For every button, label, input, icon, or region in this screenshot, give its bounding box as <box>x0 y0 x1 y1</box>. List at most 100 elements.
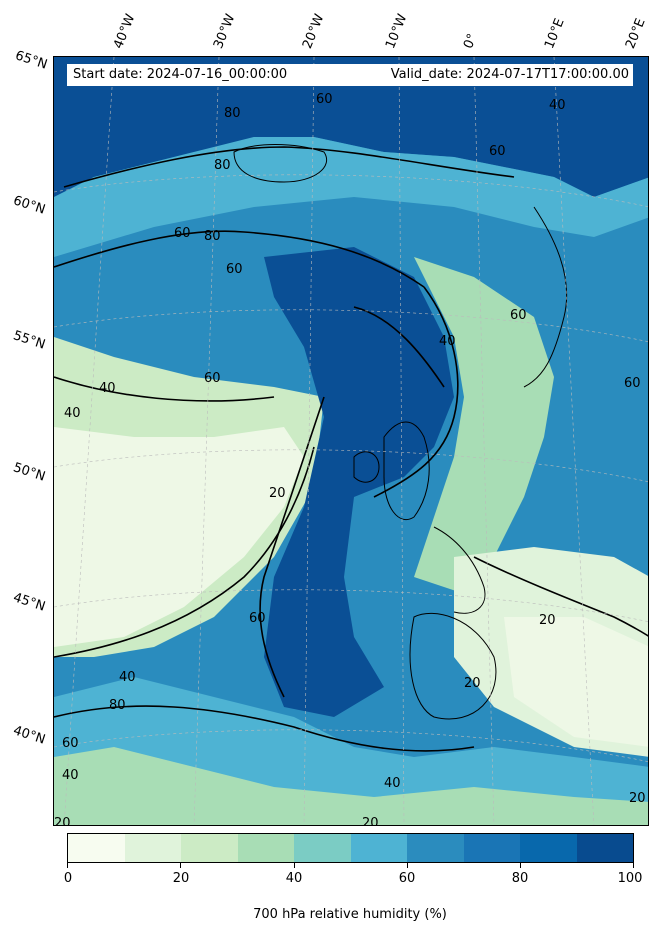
contour-label: 60 <box>624 376 641 391</box>
contour-label: 60 <box>316 92 333 107</box>
contour-label: 80 <box>204 229 221 244</box>
contour-label: 80 <box>214 158 231 173</box>
contour-label: 20 <box>269 486 286 501</box>
humidity-map: 80 60 40 80 60 60 80 60 40 40 60 20 60 4… <box>54 57 648 826</box>
contour-label: 80 <box>224 106 241 121</box>
field-saturated-north <box>54 57 648 197</box>
graticule <box>54 57 648 825</box>
contour-line <box>54 705 475 752</box>
lon-label: 10°E <box>542 16 568 51</box>
contour-label-group: 80 60 40 80 60 60 80 60 40 40 60 20 60 4… <box>54 92 646 826</box>
contour-label: 60 <box>226 262 243 277</box>
colorbar-segment <box>237 834 294 862</box>
lon-label: 0° <box>461 31 481 51</box>
field-very-dry-southeast <box>504 617 648 747</box>
graticule-line <box>54 309 648 342</box>
coastline-ireland <box>353 451 380 483</box>
valid-date-label: Valid_date: 2024-07-17T17:00:00.00 <box>390 67 629 82</box>
lon-label: 20°E <box>623 16 649 51</box>
lat-label: 40°N <box>11 723 48 748</box>
graticule-line <box>54 589 648 622</box>
colorbar-segment <box>124 834 181 862</box>
contour-line <box>54 446 315 658</box>
field-dry-south <box>54 747 648 825</box>
colorbar-tickmark <box>520 863 521 868</box>
contour-line <box>259 396 325 698</box>
field-saturated-central <box>264 247 454 717</box>
graticule-line <box>473 57 495 825</box>
coastline-scandinavia <box>523 206 568 388</box>
contour-line <box>473 556 648 637</box>
contour-label: 80 <box>109 698 126 713</box>
contour-label: 40 <box>439 334 456 349</box>
contour-label: 40 <box>62 768 79 783</box>
colorbar-tickmark <box>180 863 181 868</box>
coastline-france <box>433 526 486 614</box>
graticule-line <box>303 57 315 825</box>
colorbar-segment <box>407 834 464 862</box>
colorbar-segment <box>463 834 520 862</box>
contour-label: 20 <box>539 613 556 628</box>
lat-label: 65°N <box>13 48 50 73</box>
lat-label: 55°N <box>11 328 48 353</box>
graticule-line <box>54 174 648 207</box>
graticule-line <box>193 57 220 825</box>
lat-label: 45°N <box>11 590 48 615</box>
colorbar-segment <box>181 834 238 862</box>
colorbar-tickmark <box>67 863 68 868</box>
colorbar-segment <box>350 834 407 862</box>
lon-label: 40°W <box>111 12 139 51</box>
contour-line <box>63 146 515 188</box>
graticule-line <box>553 57 595 825</box>
colorbar-tick-label: 100 <box>617 871 643 886</box>
colorbar-tickmark <box>407 863 408 868</box>
lon-label: 30°W <box>211 12 239 51</box>
field-dry-east <box>414 257 554 597</box>
contour-line <box>54 376 275 402</box>
colorbar-tick-label: 60 <box>398 871 416 886</box>
contour-label: 60 <box>510 308 527 323</box>
contour-label: 20 <box>362 816 379 826</box>
colorbar-segment <box>68 834 125 862</box>
contour-line <box>373 286 459 498</box>
graticule-line <box>63 57 115 825</box>
contour-line <box>54 230 425 288</box>
contour-label: 20 <box>629 791 646 806</box>
map-frame: 80 60 40 80 60 60 80 60 40 40 60 20 60 4… <box>53 56 649 826</box>
contour-label: 20 <box>464 676 481 691</box>
contour-label: 40 <box>384 776 401 791</box>
field-very-dry-west <box>54 427 304 647</box>
colorbar-tick-label: 20 <box>172 871 190 886</box>
header-bar: Start date: 2024-07-16_00:00:00 Valid_da… <box>67 64 633 86</box>
colorbar-segment <box>294 834 351 862</box>
coastline-uk <box>383 421 430 520</box>
graticule-line <box>54 729 648 762</box>
lon-label: 10°W <box>383 12 411 51</box>
colorbar-tick-label: 40 <box>285 871 303 886</box>
coastline-iceland <box>233 144 327 183</box>
colorbar-tickmark <box>294 863 295 868</box>
contour-label: 60 <box>174 226 191 241</box>
colorbar-tick-label: 0 <box>63 871 73 886</box>
contour-label: 40 <box>549 98 566 113</box>
graticule-line <box>398 57 405 825</box>
contour-label: 60 <box>489 144 506 159</box>
contour-label: 40 <box>119 670 136 685</box>
coastline-iberia <box>409 612 497 720</box>
start-date-label: Start date: 2024-07-16_00:00:00 <box>73 67 288 82</box>
field-moist-band <box>54 137 648 257</box>
contour-label: 60 <box>249 611 266 626</box>
colorbar-segment <box>520 834 577 862</box>
contour-label: 60 <box>62 736 79 751</box>
colorbar-segment <box>576 834 633 862</box>
colorbar-tickmark <box>633 863 634 868</box>
colorbar-tick-label: 80 <box>511 871 529 886</box>
contour-lines <box>54 146 648 752</box>
contour-label: 40 <box>99 381 116 396</box>
contour-line <box>353 306 445 388</box>
lat-label: 50°N <box>11 460 48 485</box>
contour-label: 40 <box>64 406 81 421</box>
colorbar <box>67 833 634 863</box>
contour-label: 60 <box>204 371 221 386</box>
lon-label: 20°W <box>300 12 328 51</box>
